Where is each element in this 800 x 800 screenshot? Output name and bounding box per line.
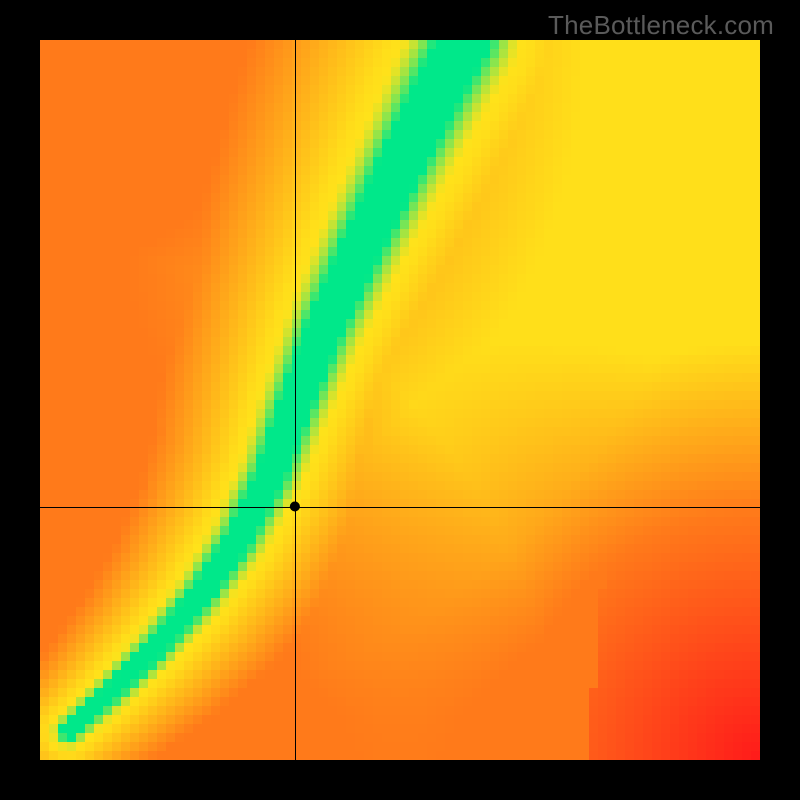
- watermark-text: TheBottleneck.com: [548, 10, 774, 41]
- bottleneck-heatmap: [40, 40, 760, 760]
- chart-container: TheBottleneck.com: [0, 0, 800, 800]
